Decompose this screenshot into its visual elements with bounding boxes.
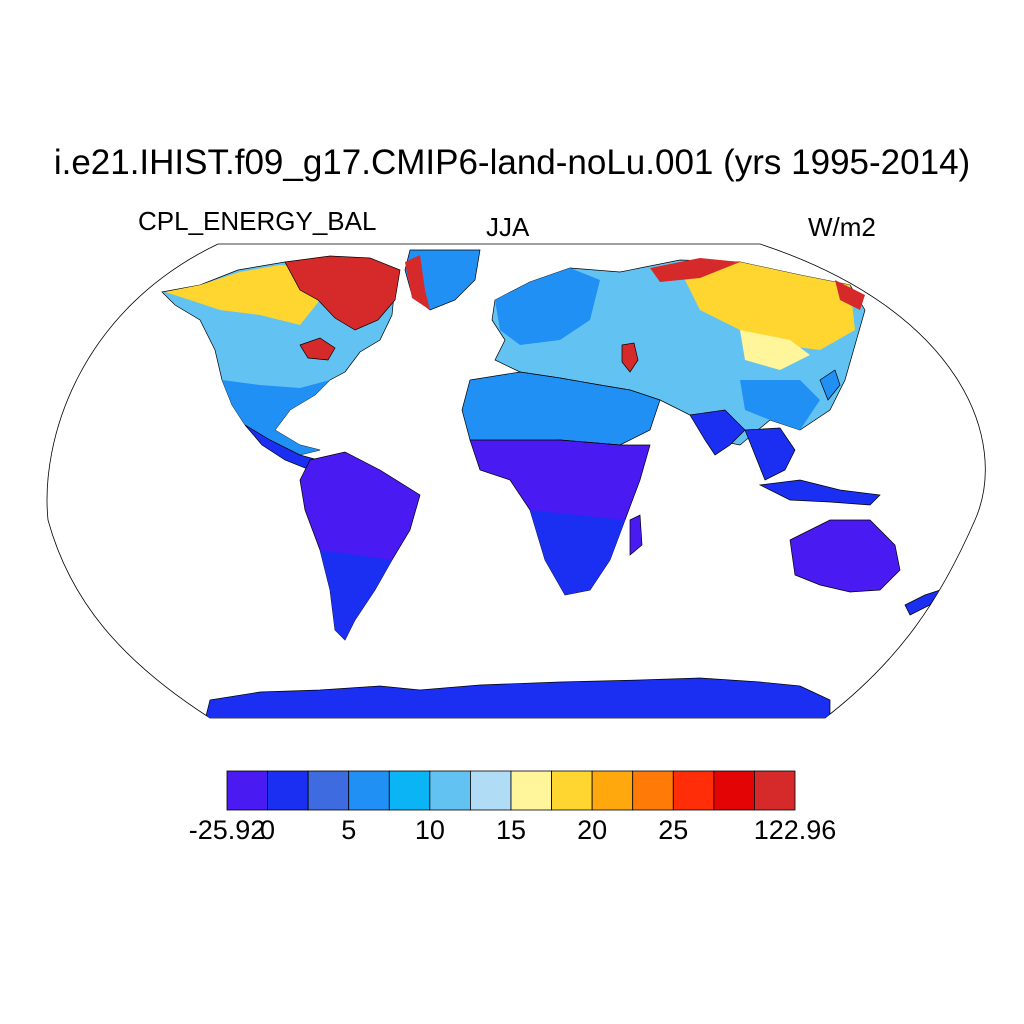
colorbar-box [510, 770, 552, 811]
canadian-arctic [284, 255, 401, 331]
colorbar-tick-label: 25 [658, 815, 689, 845]
colorbar-tick-label: 5 [341, 815, 357, 845]
colorbar-box [470, 770, 512, 811]
new-zealand [904, 589, 941, 616]
australia [789, 519, 901, 593]
map-title: i.e21.IHIST.f09_g17.CMIP6-land-noLu.001 … [53, 143, 971, 182]
madagascar [629, 514, 643, 556]
colorbar-box [551, 770, 593, 811]
southeast-asia [744, 427, 796, 481]
southern-africa [530, 510, 625, 595]
northern-europe [495, 268, 600, 345]
colorbar-box [267, 770, 309, 811]
colorbar-tick-label: 122.96 [753, 815, 837, 845]
colorbar-box [754, 770, 796, 811]
hudson-bay [299, 337, 336, 361]
colorbar-box [348, 770, 390, 811]
north-america-south [222, 380, 330, 455]
colorbar-box [429, 770, 471, 811]
colorbar-tick-label: -25.92 [188, 815, 266, 845]
south-america-south [320, 550, 392, 640]
greenland-edge [405, 255, 430, 310]
canada-north [165, 265, 320, 325]
units-label: W/m2 [808, 212, 876, 242]
siberia-arctic-coast [650, 258, 740, 282]
colorbar-tick-label: 10 [414, 815, 445, 845]
india [689, 409, 746, 456]
colorbar-box [591, 770, 634, 811]
antarctica [204, 677, 831, 718]
colorbar-box [632, 770, 674, 811]
colorbar-box [388, 770, 431, 811]
mongolia [740, 330, 810, 370]
colorbar-tick-label: 15 [495, 815, 527, 845]
east-asia [740, 380, 820, 430]
colorbar-tick-label: 20 [577, 815, 608, 845]
colorbar-box [713, 770, 755, 811]
siberia-north [680, 262, 855, 350]
colorbar-box [672, 770, 715, 811]
land-layer [161, 249, 941, 718]
japan [819, 369, 841, 401]
season-label: JJA [486, 212, 530, 242]
caspian-sea [621, 342, 639, 373]
chukotka [835, 280, 865, 310]
variable-label: CPL_ENERGY_BAL [138, 206, 377, 236]
colorbar-box [307, 770, 350, 811]
colorbar-box [226, 770, 268, 811]
colorbar-tick-label: 0 [260, 815, 276, 845]
indonesia [758, 479, 881, 506]
